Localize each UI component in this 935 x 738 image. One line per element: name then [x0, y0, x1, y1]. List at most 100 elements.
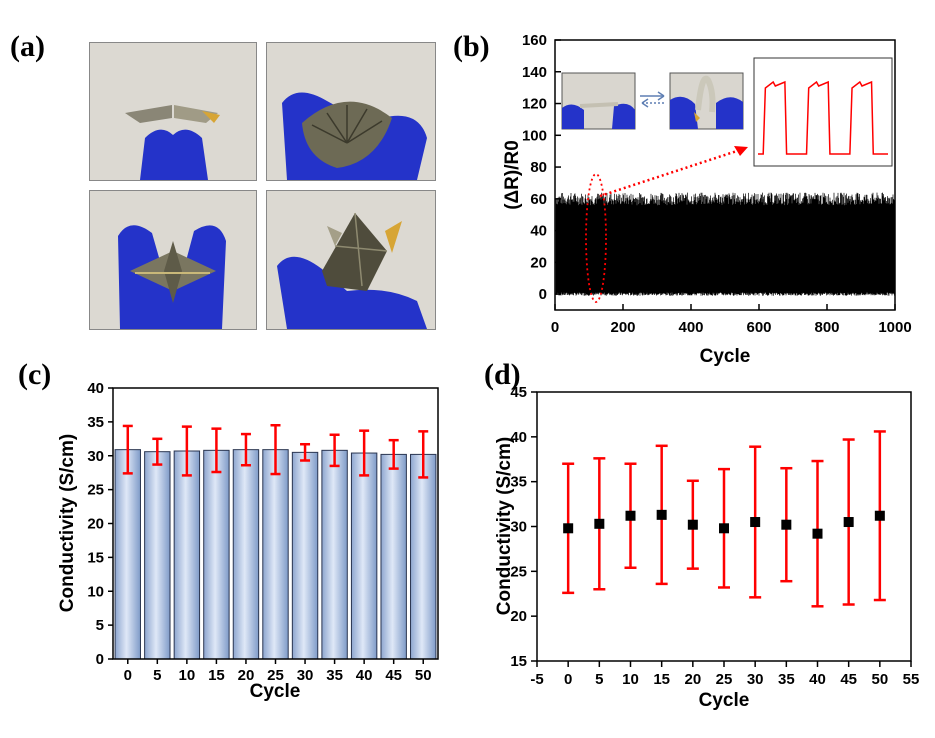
chart-d-point — [687, 519, 698, 530]
chart-d-ytick-label: 20 — [510, 608, 527, 625]
chart-c-ytick-label: 0 — [96, 651, 104, 668]
chart-b-inset-photo-bent — [669, 72, 744, 130]
chart-b-ytick-label: 140 — [522, 64, 547, 81]
chart-c-bar — [114, 449, 141, 660]
chart-b-ytick-label: 160 — [522, 32, 547, 49]
chart-b-xtick-label: 200 — [610, 319, 635, 336]
chart-d-point — [625, 510, 636, 521]
chart-c-xtick-label: 35 — [326, 667, 343, 684]
chart-d-xtick-label: 5 — [595, 671, 603, 688]
chart-c-ytick-label: 15 — [87, 549, 104, 566]
chart-d-ylabel: Conductivity (S/cm) — [494, 437, 515, 615]
chart-c-xtick-label: 20 — [238, 667, 255, 684]
chart-d-point — [719, 523, 729, 534]
chart-c-xtick-label: 30 — [297, 667, 314, 684]
panel-label-b: (b) — [453, 30, 490, 63]
chart-c-xtick-label: 15 — [208, 667, 225, 684]
chart-c-ylabel: Conductivity (S/cm) — [57, 434, 78, 612]
chart-d-xtick-label: 55 — [903, 671, 920, 688]
chart-c-plot-frame — [112, 387, 439, 660]
chart-b-zoom-inset — [753, 57, 893, 167]
chart-d-xtick-label: 40 — [809, 671, 826, 688]
folded-film-photo-icon — [267, 191, 435, 329]
chart-b-highlight-ellipse — [585, 173, 607, 303]
chart-d-xtick-label: 45 — [840, 671, 857, 688]
folded-film-photo-icon — [267, 43, 435, 180]
chart-c-xtick-label: 40 — [356, 667, 373, 684]
chart-b-xtick-label: 1000 — [878, 319, 911, 336]
photo-fold-1 — [89, 42, 257, 181]
chart-b-xtick-label: 600 — [746, 319, 771, 336]
panel-label-a: (a) — [10, 30, 45, 63]
chart-b-ytick-label: 80 — [530, 159, 547, 176]
chart-d-xtick-label: 30 — [747, 671, 764, 688]
chart-c-xtick-label: 10 — [179, 667, 196, 684]
chart-c-ytick-label: 35 — [87, 414, 104, 431]
chart-c-bar — [262, 449, 289, 660]
chart-c-xtick-label: 5 — [153, 667, 161, 684]
chart-d-ytick-label: 15 — [510, 653, 527, 670]
chart-b-ytick-label: 120 — [522, 96, 547, 113]
chart-d-xtick-label: -5 — [530, 671, 543, 688]
chart-c-xtick-label: 50 — [415, 667, 432, 684]
chart-b-inset-arrows — [640, 91, 665, 108]
chart-d-xtick-label: 15 — [653, 671, 670, 688]
folded-film-photo-icon — [90, 191, 256, 329]
chart-b-ytick-label: 40 — [530, 223, 547, 240]
chart-d-point — [594, 518, 605, 529]
chart-c-xtick-label: 0 — [124, 667, 132, 684]
chart-d-ytick-label: 30 — [510, 519, 527, 536]
chart-b-noise-series — [555, 192, 895, 296]
chart-d-xtick-label: 25 — [716, 671, 733, 688]
chart-d-point — [656, 509, 667, 520]
chart-b-xtick-label: 400 — [678, 319, 703, 336]
chart-d-xtick-label: 10 — [622, 671, 639, 688]
chart-c-ytick-label: 10 — [87, 583, 104, 600]
chart-b-ytick-label: 0 — [539, 286, 547, 303]
chart-d-point — [781, 519, 792, 530]
chart-c-bar — [232, 449, 260, 660]
chart-d-point — [874, 510, 885, 521]
chart-d-xlabel: Cycle — [699, 690, 750, 711]
chart-d-ytick-label: 40 — [510, 429, 527, 446]
chart-d-point — [750, 517, 761, 528]
chart-d-ytick-label: 25 — [510, 563, 527, 580]
chart-b-plot-frame — [554, 39, 896, 311]
chart-d-xtick-label: 50 — [871, 671, 888, 688]
chart-d-point — [812, 528, 823, 539]
chart-b-ytick-label: 20 — [530, 254, 547, 271]
chart-c-ytick-label: 20 — [87, 516, 104, 533]
chart-c-ytick-label: 5 — [96, 617, 104, 634]
chart-b-xtick-label: 800 — [814, 319, 839, 336]
chart-b-ytick-label: 60 — [530, 191, 547, 208]
chart-b-xlabel: Cycle — [700, 346, 751, 367]
chart-c-ytick-label: 30 — [87, 448, 104, 465]
chart-c-xtick-label: 45 — [385, 667, 402, 684]
chart-c-bar — [203, 449, 230, 660]
chart-b-ytick-label: 100 — [522, 127, 547, 144]
photo-fold-4 — [266, 190, 436, 330]
chart-b-inset-photo-flat — [561, 72, 636, 130]
chart-d-ytick-label: 45 — [510, 384, 527, 401]
chart-c-xlabel: Cycle — [250, 681, 301, 702]
chart-d-xtick-label: 0 — [564, 671, 572, 688]
chart-d-point — [563, 523, 574, 534]
chart-c-ytick-label: 40 — [87, 380, 104, 397]
chart-c-ytick-label: 25 — [87, 482, 104, 499]
chart-d-xtick-label: 35 — [778, 671, 795, 688]
chart-d-xtick-label: 20 — [684, 671, 701, 688]
chart-d-ytick-label: 35 — [510, 474, 527, 491]
chart-b-noise-band — [555, 192, 895, 296]
photo-fold-2 — [266, 42, 436, 181]
chart-c-bar — [291, 451, 319, 660]
chart-c-xtick-label: 25 — [267, 667, 284, 684]
chart-b-xtick-label: 0 — [551, 319, 559, 336]
photo-fold-3 — [89, 190, 257, 330]
panel-label-c: (c) — [18, 358, 52, 391]
panel-label-d: (d) — [484, 358, 521, 391]
folded-film-photo-icon — [90, 43, 256, 180]
chart-d-plot-frame — [536, 391, 912, 662]
